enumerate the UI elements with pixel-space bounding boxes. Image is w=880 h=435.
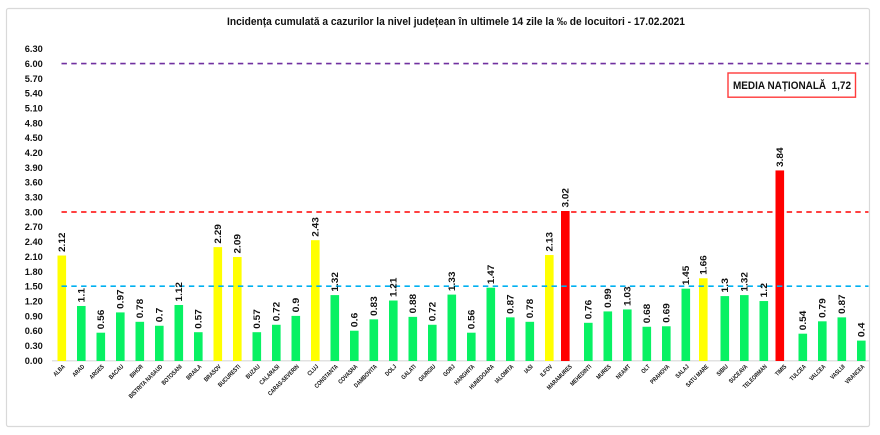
svg-text:0.57: 0.57 — [194, 309, 204, 329]
svg-text:2.70: 2.70 — [25, 222, 43, 232]
svg-text:1.2: 1.2 — [759, 283, 769, 298]
svg-text:2.12: 2.12 — [57, 233, 67, 253]
svg-text:1.50: 1.50 — [25, 282, 43, 292]
svg-text:0.4: 0.4 — [857, 322, 867, 338]
svg-text:1.3: 1.3 — [720, 278, 730, 293]
svg-text:0.68: 0.68 — [642, 304, 652, 324]
svg-text:3.60: 3.60 — [25, 178, 43, 188]
svg-text:0.72: 0.72 — [272, 302, 282, 322]
svg-text:0.97: 0.97 — [116, 289, 126, 309]
svg-text:3.84: 3.84 — [775, 147, 785, 167]
svg-text:6.30: 6.30 — [25, 44, 43, 54]
svg-text:0.78: 0.78 — [135, 299, 145, 319]
svg-text:0.7: 0.7 — [155, 308, 165, 323]
svg-text:3.90: 3.90 — [25, 163, 43, 173]
svg-text:1.1: 1.1 — [77, 288, 87, 303]
svg-text:5.40: 5.40 — [25, 89, 43, 99]
svg-text:Incidența cumulată a cazurilor: Incidența cumulată a cazurilor la nivel … — [227, 16, 685, 28]
svg-text:3.00: 3.00 — [25, 207, 43, 217]
svg-text:1.47: 1.47 — [486, 265, 496, 285]
svg-text:0.56: 0.56 — [96, 310, 106, 330]
svg-text:1.33: 1.33 — [447, 272, 457, 292]
svg-text:2.40: 2.40 — [25, 237, 43, 247]
svg-text:1.32: 1.32 — [740, 272, 750, 292]
svg-text:5.70: 5.70 — [25, 74, 43, 84]
svg-text:3.30: 3.30 — [25, 193, 43, 203]
svg-text:3.02: 3.02 — [561, 188, 571, 208]
svg-text:0.56: 0.56 — [467, 310, 477, 330]
svg-text:2.09: 2.09 — [233, 234, 243, 254]
svg-text:0.60: 0.60 — [25, 326, 43, 336]
svg-text:0.78: 0.78 — [525, 299, 535, 319]
svg-text:4.80: 4.80 — [25, 118, 43, 128]
svg-text:0.90: 0.90 — [25, 311, 43, 321]
svg-text:0.87: 0.87 — [506, 294, 516, 314]
svg-text:2.10: 2.10 — [25, 252, 43, 262]
svg-text:5.10: 5.10 — [25, 104, 43, 114]
svg-text:0.54: 0.54 — [798, 310, 808, 330]
svg-text:1.32: 1.32 — [330, 272, 340, 292]
svg-text:1.80: 1.80 — [25, 267, 43, 277]
svg-text:0.69: 0.69 — [662, 303, 672, 323]
svg-text:0.87: 0.87 — [837, 294, 847, 314]
svg-text:6.00: 6.00 — [25, 59, 43, 69]
svg-text:MEDIA NAȚIONALĂ 1,72: MEDIA NAȚIONALĂ 1,72 — [733, 79, 851, 92]
svg-text:0.57: 0.57 — [252, 309, 262, 329]
svg-text:1.20: 1.20 — [25, 296, 43, 306]
svg-text:1.21: 1.21 — [389, 278, 399, 298]
svg-text:0.72: 0.72 — [428, 302, 438, 322]
svg-text:4.50: 4.50 — [25, 133, 43, 143]
svg-text:1.03: 1.03 — [623, 286, 633, 306]
svg-text:IASI: IASI — [523, 364, 535, 376]
svg-text:OLT: OLT — [640, 363, 652, 375]
svg-text:2.29: 2.29 — [213, 224, 223, 244]
svg-text:2.13: 2.13 — [545, 232, 555, 252]
svg-text:0.99: 0.99 — [603, 288, 613, 308]
svg-text:0.79: 0.79 — [818, 298, 828, 318]
svg-text:0.76: 0.76 — [584, 300, 594, 320]
svg-text:0.83: 0.83 — [369, 296, 379, 316]
svg-text:0.00: 0.00 — [25, 356, 43, 366]
svg-text:0.88: 0.88 — [408, 294, 418, 314]
svg-text:1.66: 1.66 — [699, 255, 709, 275]
svg-text:0.9: 0.9 — [291, 298, 301, 313]
svg-text:2.43: 2.43 — [311, 217, 321, 237]
svg-text:1.45: 1.45 — [681, 266, 691, 286]
svg-text:0.30: 0.30 — [25, 341, 43, 351]
svg-text:4.20: 4.20 — [25, 148, 43, 158]
svg-text:1.12: 1.12 — [174, 282, 184, 302]
svg-text:0.6: 0.6 — [350, 313, 360, 328]
